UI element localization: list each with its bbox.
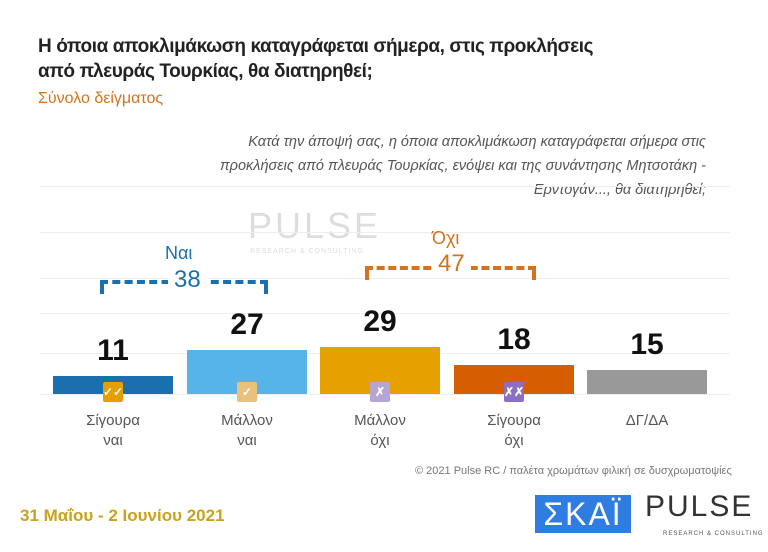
skai-logo: ΣΚΑΪ <box>535 495 631 533</box>
bar-value-label: 27 <box>230 307 264 341</box>
cross-icon: ✗ <box>370 382 390 402</box>
double-cross-icon: ✗✗ <box>504 382 524 402</box>
category-label: Μάλλον όχι <box>354 412 406 449</box>
watermark-logo: PULSE <box>248 205 382 246</box>
group-total: 47 <box>432 250 471 278</box>
category-label: Σίγουρα όχι <box>487 412 541 449</box>
gridline <box>40 313 730 314</box>
category-label: ΔΓ/ΔΑ <box>625 412 669 429</box>
pulse-logo: PULSE <box>645 490 754 523</box>
gridline <box>40 232 730 233</box>
copyright: © 2021 Pulse RC / παλέτα χρωμάτων φιλική… <box>415 465 732 477</box>
category-label: Μάλλον ναι <box>221 412 273 449</box>
gridline <box>40 186 730 187</box>
group-label: Όχι <box>432 228 460 248</box>
group-label: Ναι <box>165 243 193 263</box>
bar-value-label: 18 <box>497 322 531 356</box>
bar-value-label: 15 <box>630 327 664 361</box>
chart-subtitle: Σύνολο δείγματος <box>38 90 164 107</box>
double-check-icon: ✓✓ <box>103 382 123 402</box>
gridline <box>40 278 730 279</box>
bar-value-label: 11 <box>97 334 129 368</box>
category-label: Σίγουρα ναι <box>86 412 140 449</box>
check-icon: ✓ <box>237 382 257 402</box>
bar-value-label: 29 <box>363 304 397 338</box>
survey-date: 31 Μαΐου - 2 Ιουνίου 2021 <box>20 506 225 525</box>
group-total: 38 <box>168 266 207 294</box>
chart-title: Η όποια αποκλιμάκωση καταγράφεται σήμερα… <box>38 36 594 82</box>
bar <box>587 369 707 394</box>
watermark-subtitle: RESEARCH & CONSULTING <box>250 248 364 255</box>
pulse-logo-subtitle: RESEARCH & CONSULTING <box>663 531 764 537</box>
